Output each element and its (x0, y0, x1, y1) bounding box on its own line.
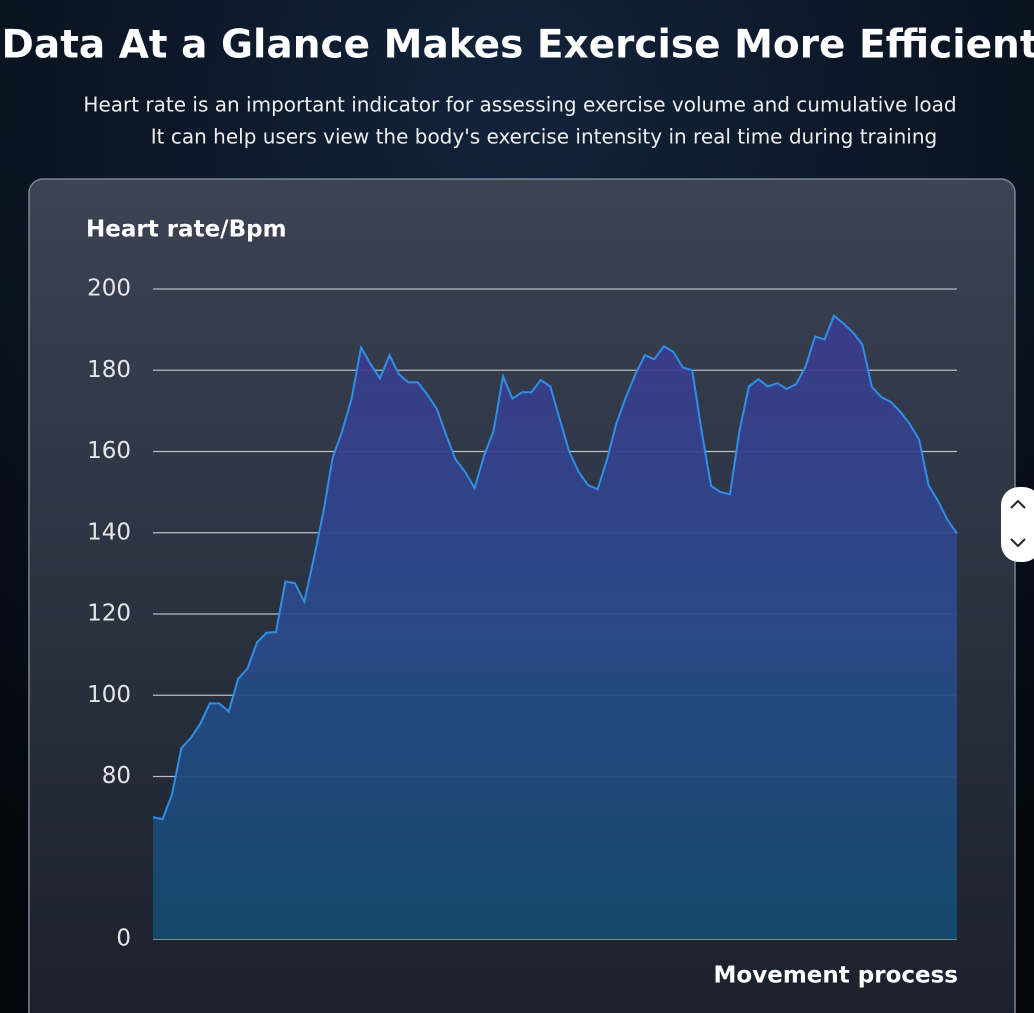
scroll-pill[interactable] (1001, 487, 1034, 562)
scroll-up[interactable] (1010, 499, 1026, 509)
y-tick-label: 200 (87, 276, 131, 302)
y-axis-label: Heart rate/Bpm (86, 217, 287, 243)
scroll-control[interactable] (1001, 487, 1034, 562)
y-tick-label: 0 (116, 926, 131, 952)
title: Data At a Glance Makes Exercise More Eff… (2, 23, 1034, 68)
y-tick-label: 80 (102, 763, 131, 789)
subtitle: It can help users view the body's exerci… (151, 125, 937, 149)
y-tick-label: 100 (87, 682, 131, 708)
scroll-down[interactable] (1010, 538, 1026, 548)
line (152, 314, 958, 821)
x-axis-label: Movement process (714, 963, 958, 989)
y-tick-label: 160 (87, 438, 131, 464)
y-tick-label: 180 (87, 357, 131, 383)
y-tick-label: 140 (87, 519, 131, 545)
y-tick-label: 120 (87, 601, 131, 627)
area (153, 315, 957, 939)
subtitle: Heart rate is an important indicator for… (83, 93, 956, 117)
